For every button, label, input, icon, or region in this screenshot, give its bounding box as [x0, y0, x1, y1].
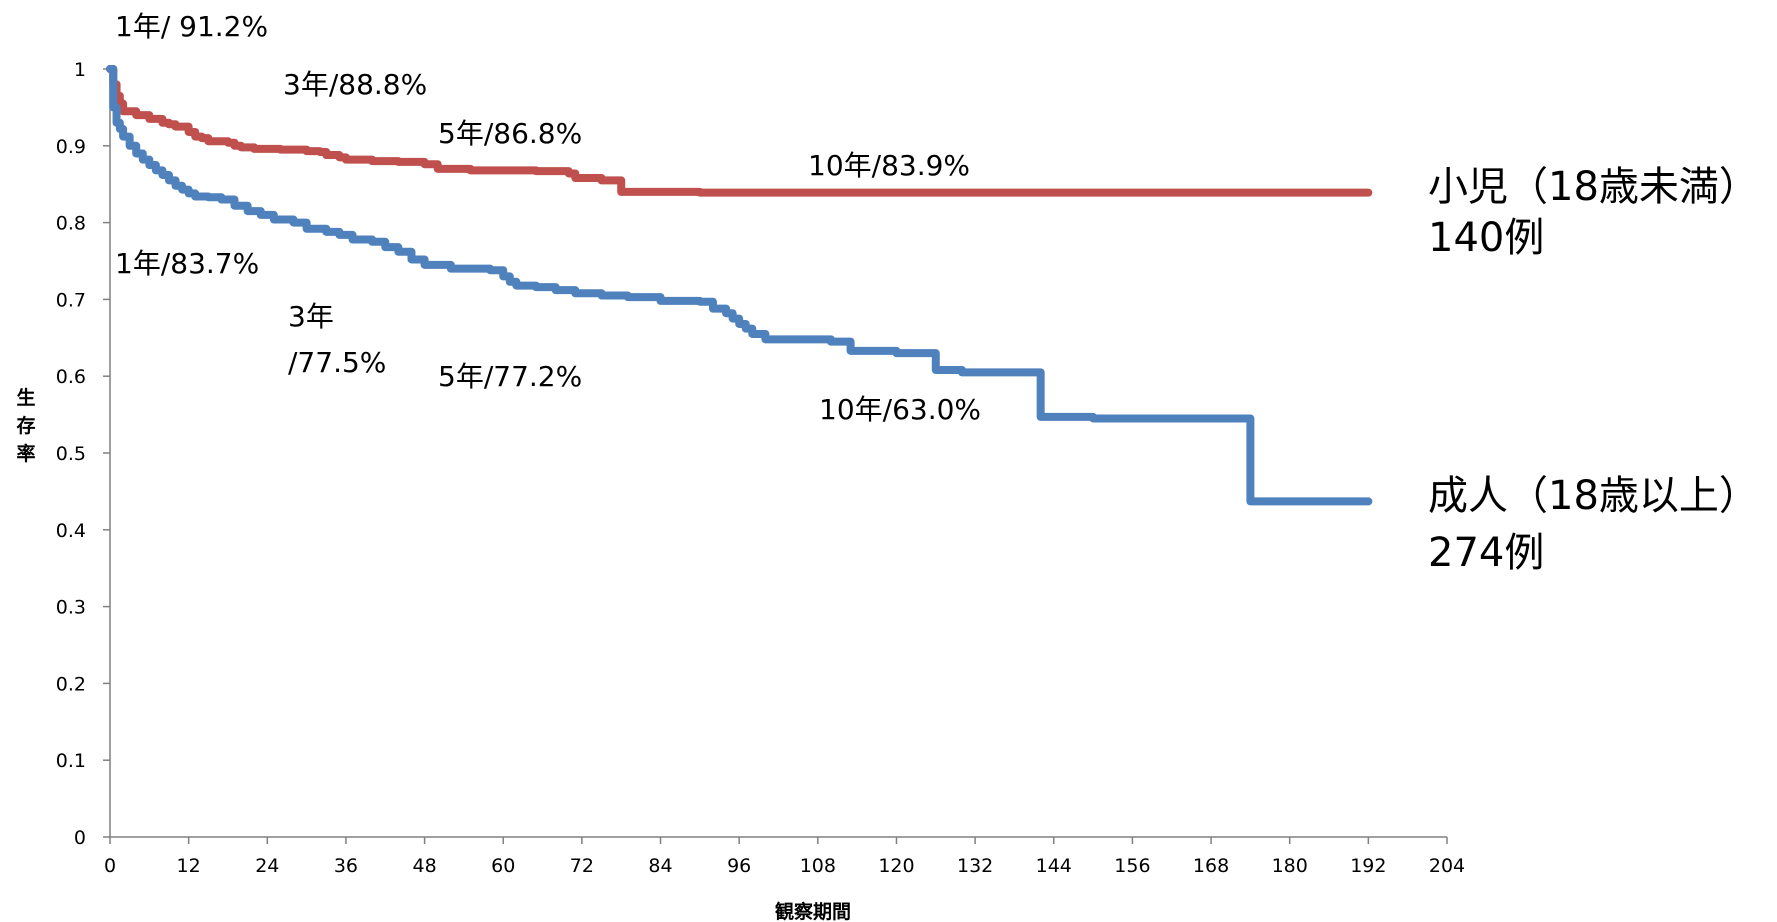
annotation-blue-5y: 5年/77.2% [438, 360, 582, 393]
annotation-red-5y: 5年/86.8% [438, 117, 582, 150]
annotation-blue-1y: 1年/83.7% [115, 247, 259, 280]
annotation-blue-3y-line2: /77.5% [288, 346, 386, 379]
y-tick-label: 0.4 [56, 520, 86, 542]
series-label-adults: 成人（18歳以上） [1428, 473, 1759, 519]
x-tick-label: 84 [648, 855, 672, 877]
x-tick-label: 72 [570, 855, 594, 877]
x-tick-label: 204 [1429, 855, 1465, 877]
x-tick-label: 48 [412, 855, 436, 877]
x-tick-label: 192 [1350, 855, 1386, 877]
series-layer [106, 65, 1373, 506]
y-tick-label: 1 [74, 59, 86, 81]
y-tick-label: 0.2 [56, 673, 86, 695]
annotation-blue-3y-line1: 3年 [288, 300, 334, 333]
x-axis-title: 観察期間 [775, 900, 851, 922]
x-tick-label: 96 [727, 855, 751, 877]
x-tick-label: 108 [800, 855, 836, 877]
x-tick-label: 156 [1114, 855, 1150, 877]
x-tick-label: 180 [1272, 855, 1308, 877]
series-label-children: 小児（18歳未満） [1428, 164, 1759, 210]
x-tick-label: 144 [1036, 855, 1072, 877]
annotation-red-10y: 10年/83.9% [808, 149, 970, 182]
y-tick-label: 0.3 [56, 597, 86, 619]
annotation-red-1y: 1年/ 91.2% [115, 10, 268, 43]
y-tick-label: 0.7 [56, 289, 86, 311]
series-line-children [106, 65, 1373, 197]
y-tick-label: 0.8 [56, 213, 86, 235]
axes: 0 0.1 0.2 0.3 0.4 0.5 0.6 0.7 0.8 0.9 1 0 12 24 36 48 6… [56, 59, 1465, 877]
y-tick-label: 0.6 [56, 366, 86, 388]
annotation-red-3y: 3年/88.8% [283, 68, 427, 101]
annotation-blue-10y: 10年/63.0% [819, 393, 981, 426]
series-count-adults: 274例 [1428, 530, 1544, 576]
y-tick-label: 0 [74, 827, 86, 849]
y-axis-title-char: 率 [16, 442, 35, 465]
x-tick-label: 120 [878, 855, 914, 877]
y-axis-title: 生存率 [16, 386, 35, 465]
x-tick-label: 132 [957, 855, 993, 877]
series-line-adults [106, 65, 1373, 506]
y-tick-label: 0.5 [56, 443, 86, 465]
y-tick-label: 0.1 [56, 750, 86, 772]
x-tick-label: 0 [104, 855, 116, 877]
x-tick-label: 168 [1193, 855, 1229, 877]
y-axis-title-char: 存 [16, 414, 35, 437]
y-tick-label: 0.9 [56, 136, 86, 158]
y-axis-title-char: 生 [16, 386, 35, 409]
x-tick-label: 12 [177, 855, 201, 877]
series-count-children: 140例 [1428, 215, 1544, 261]
x-tick-label: 36 [334, 855, 358, 877]
x-tick-label: 60 [491, 855, 515, 877]
x-tick-label: 24 [255, 855, 279, 877]
